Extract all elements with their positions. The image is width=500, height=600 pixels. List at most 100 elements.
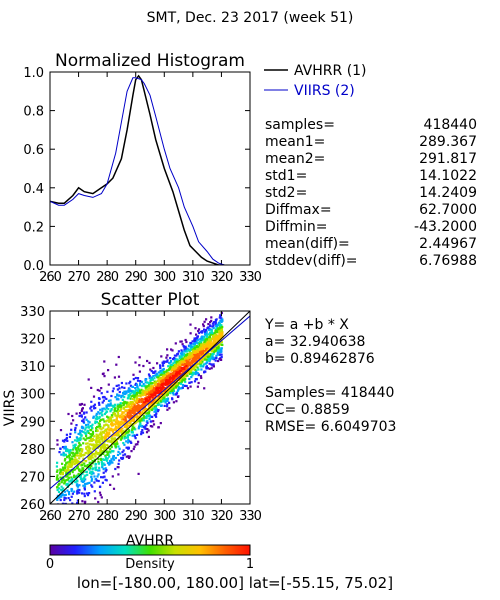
scatter-point (191, 372, 194, 376)
stat-value-std1: 14.1022 (419, 168, 477, 184)
scatter-point (157, 409, 160, 412)
scatter-point (90, 434, 93, 437)
scatter-point (113, 412, 116, 415)
scatter-point (140, 431, 143, 434)
scatter-point (89, 407, 92, 410)
scatter-point (70, 451, 73, 454)
scatter-point (100, 428, 103, 431)
scatter-point (178, 357, 181, 360)
scatter-point (141, 411, 144, 415)
scatter-point (105, 429, 108, 432)
scatter-point (113, 438, 116, 441)
scatter-point (118, 447, 121, 450)
scatter-point (97, 469, 100, 472)
scatter-point (180, 382, 183, 385)
scatter-point (110, 444, 113, 447)
scatter-point (138, 370, 141, 373)
scatter-point (58, 451, 61, 454)
scatter-point (72, 448, 75, 451)
scatter-point (186, 364, 189, 367)
scatter-point (102, 372, 105, 375)
scatter-point (117, 398, 120, 401)
scatter-point (176, 362, 179, 365)
scatter-point (92, 448, 95, 451)
scatter-point (119, 406, 123, 409)
scatter-point (192, 371, 195, 374)
scatter-point (151, 400, 154, 403)
scatter-point (154, 413, 157, 416)
scatter-point (166, 372, 169, 375)
scatter-point (131, 394, 134, 397)
scatter-point (196, 355, 199, 359)
scatter-point (208, 358, 211, 361)
scatter-point (139, 393, 142, 396)
scatter-point (88, 440, 91, 443)
scatter-point (81, 472, 84, 475)
scatter-point (162, 376, 165, 379)
scatter-point (103, 437, 106, 440)
scatter-point (140, 433, 143, 436)
scatter-point (147, 415, 150, 418)
scatter-point (85, 460, 88, 463)
scatter-point (128, 393, 131, 396)
scatter-point (145, 396, 148, 399)
scatter-point (76, 446, 80, 449)
scatter-point (76, 479, 79, 482)
scatter-point (105, 406, 108, 409)
scatter-point (142, 407, 145, 410)
scatter-point (88, 481, 91, 484)
scatter-point (94, 452, 97, 455)
scatter-point (213, 338, 216, 341)
scatter-point (84, 423, 88, 427)
scatter-point (158, 390, 161, 393)
scatter-point (93, 407, 96, 410)
scatter-point (170, 364, 173, 367)
scatter-point (117, 384, 120, 387)
scatter-point (140, 388, 143, 391)
scatter-point (119, 438, 122, 441)
scatter-point (175, 354, 178, 357)
scatter-point (141, 425, 144, 428)
scatter-point (112, 456, 115, 459)
scatter-point (203, 387, 206, 390)
scatter-point (65, 470, 68, 473)
scatter-point (162, 374, 165, 377)
scatter-point (85, 465, 88, 468)
scatter-point (155, 372, 158, 375)
scatter-x-tick-label: 330 (239, 509, 262, 524)
scatter-point (149, 392, 152, 396)
scatter-point (184, 345, 187, 348)
scatter-point (154, 410, 157, 413)
scatter-point (56, 474, 59, 477)
scatter-point (126, 415, 129, 418)
scatter-point (66, 478, 69, 481)
scatter-point (189, 349, 192, 352)
scatter-point (134, 376, 137, 380)
scatter-point (114, 467, 117, 471)
scatter-point (138, 364, 141, 367)
scatter-point (119, 403, 122, 406)
scatter-point (179, 370, 182, 373)
scatter-point (214, 336, 217, 339)
scatter-point (92, 439, 95, 442)
scatter-point (64, 445, 67, 448)
scatter-point (99, 425, 102, 428)
scatter-point (211, 349, 215, 352)
scatter-point (103, 458, 106, 461)
scatter-point (90, 386, 93, 389)
scatter-point (150, 386, 153, 389)
scatter-point (98, 389, 101, 392)
scatter-point (97, 460, 100, 463)
scatter-point (162, 361, 166, 364)
scatter-point (78, 491, 81, 494)
scatter-point (136, 433, 139, 436)
scatter-point (111, 438, 114, 441)
scatter-point (174, 376, 177, 379)
scatter-point (106, 462, 110, 465)
scatter-y-tick-label: 290 (20, 415, 45, 430)
scatter-point (107, 383, 110, 386)
scatter-point (86, 494, 90, 497)
scatter-point (176, 364, 179, 367)
scatter-point (119, 428, 122, 431)
scatter-point (211, 331, 214, 335)
